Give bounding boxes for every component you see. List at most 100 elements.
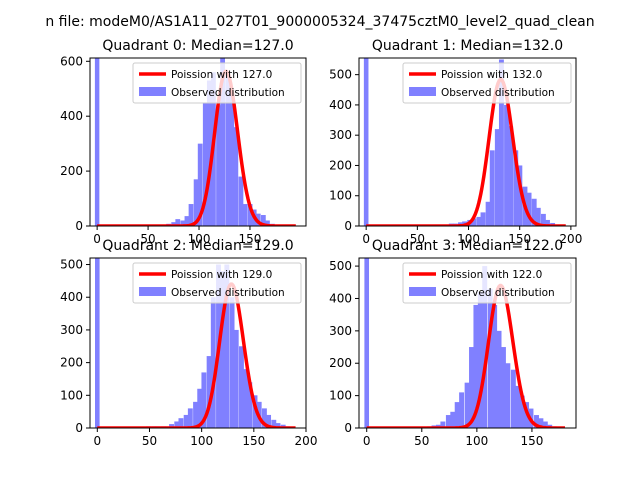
hist-bar xyxy=(482,266,488,428)
y-tick-label: 500 xyxy=(329,68,352,82)
subplot-quadrant-1: 0 50 100 150 200 0 100 200 300 400 500 Quadrant 1: … xyxy=(329,38,582,246)
subplot-title: Quadrant 2: Median=129.0 xyxy=(102,238,293,254)
hist-bar xyxy=(202,102,208,226)
hist-bar xyxy=(193,401,198,428)
hist-bar xyxy=(206,356,212,428)
hist-bar xyxy=(485,201,491,226)
x-tick-label: 100 xyxy=(190,434,213,448)
legend-box xyxy=(402,62,572,104)
hist-bar xyxy=(469,347,474,428)
plot-area xyxy=(95,258,297,428)
y-tick-label: 0 xyxy=(75,219,83,233)
hist-bar xyxy=(261,408,267,428)
x-tick-label: 100 xyxy=(188,232,211,246)
axes-frame xyxy=(358,57,577,227)
legend: Poission with 122.0 Observed distribution xyxy=(402,262,572,304)
legend: Poission with 132.0 Observed distribution xyxy=(402,62,572,104)
y-tick-label: 500 xyxy=(329,259,352,273)
legend-label-observed: Observed distribution xyxy=(441,87,555,99)
hist-bar xyxy=(538,418,544,428)
plot-area xyxy=(94,58,297,226)
hist-bar xyxy=(265,220,270,226)
hist-bar xyxy=(183,414,189,428)
y-tick-label: 400 xyxy=(60,290,83,304)
hist-bar xyxy=(473,304,479,428)
y-tick-label: 200 xyxy=(60,164,83,178)
axes-frame xyxy=(89,57,307,227)
hist-bar xyxy=(498,59,504,226)
hist-bar-zero xyxy=(95,258,100,428)
legend-label-poisson: Poission with 127.0 xyxy=(171,69,272,81)
x-tick-label: 100 xyxy=(465,434,488,448)
hist-bar xyxy=(225,75,231,226)
hist-bar xyxy=(220,271,226,428)
hist-bar xyxy=(197,143,203,226)
x-tick-label: 150 xyxy=(239,232,262,246)
hist-bar xyxy=(180,220,186,226)
hist-bar xyxy=(505,363,511,428)
hist-bar xyxy=(459,392,465,428)
legend-label-poisson: Poission with 122.0 xyxy=(441,269,542,281)
hist-bar xyxy=(480,212,486,226)
legend-box xyxy=(132,62,302,104)
hist-bar xyxy=(471,218,477,226)
legend: Poission with 127.0 Observed distribution xyxy=(132,62,302,104)
hist-bar xyxy=(275,423,281,428)
x-tick-label: 0 xyxy=(362,232,370,246)
hist-bar xyxy=(216,105,221,226)
subplot-quadrant-0: 0 50 100 150 0 200 400 600 Quadrant 0: Median=12… xyxy=(60,38,307,246)
y-tick-label: 600 xyxy=(60,54,83,68)
y-tick-label: 200 xyxy=(60,356,83,370)
y-tick-label: 400 xyxy=(329,98,352,112)
hist-bar xyxy=(513,150,519,226)
hist-bar xyxy=(517,165,523,226)
hist-bar xyxy=(229,94,235,226)
hist-bar xyxy=(542,421,548,428)
hist-bar xyxy=(175,219,181,226)
hist-bar xyxy=(454,402,460,428)
hist-bar xyxy=(504,104,509,226)
hist-bar xyxy=(220,58,225,226)
hist-bar xyxy=(496,330,502,428)
subplot-title: Quadrant 3: Median=122.0 xyxy=(372,238,563,254)
y-tick-label: 0 xyxy=(344,219,352,233)
x-tick-label: 200 xyxy=(559,232,582,246)
y-tick-label: 200 xyxy=(329,356,352,370)
x-tick-label: 0 xyxy=(363,434,371,448)
legend-box xyxy=(132,262,302,304)
hist-bar xyxy=(464,382,470,428)
subplot-quadrant-3: 0 50 100 150 0 100 200 300 400 500 Quadrant 3: Med… xyxy=(329,238,577,448)
poisson-curve xyxy=(96,69,297,226)
y-tick-label: 200 xyxy=(329,158,352,172)
hist-bar xyxy=(489,150,495,226)
y-tick-label: 0 xyxy=(344,421,352,435)
subplot-title: Quadrant 0: Median=127.0 xyxy=(102,38,293,54)
hist-bar xyxy=(492,304,498,428)
hist-bar xyxy=(519,395,525,428)
hist-bar xyxy=(188,204,194,226)
axes-frame xyxy=(358,257,577,429)
hist-bar xyxy=(526,192,532,226)
hist-bar xyxy=(233,329,239,428)
hist-bar xyxy=(440,421,446,428)
x-tick-label: 200 xyxy=(295,434,318,448)
hist-bar xyxy=(445,415,451,428)
hist-bar-zero xyxy=(94,58,100,226)
legend-label-poisson: Poission with 129.0 xyxy=(171,269,272,281)
hist-bar xyxy=(197,388,203,428)
hist-bar xyxy=(206,80,212,226)
hist-bar xyxy=(171,222,177,226)
x-tick-label: 0 xyxy=(93,434,101,448)
hist-bar xyxy=(450,411,456,428)
y-tick-label: 300 xyxy=(329,324,352,338)
legend-patch-swatch xyxy=(409,87,436,96)
y-tick-label: 400 xyxy=(60,109,83,123)
y-tick-label: 500 xyxy=(60,258,83,272)
hist-bar-zero xyxy=(364,258,370,428)
hist-bar xyxy=(500,347,506,428)
hist-bar xyxy=(540,213,546,226)
x-tick-label: 150 xyxy=(242,434,265,448)
x-tick-label: 100 xyxy=(457,232,480,246)
y-tick-label: 100 xyxy=(329,189,352,203)
